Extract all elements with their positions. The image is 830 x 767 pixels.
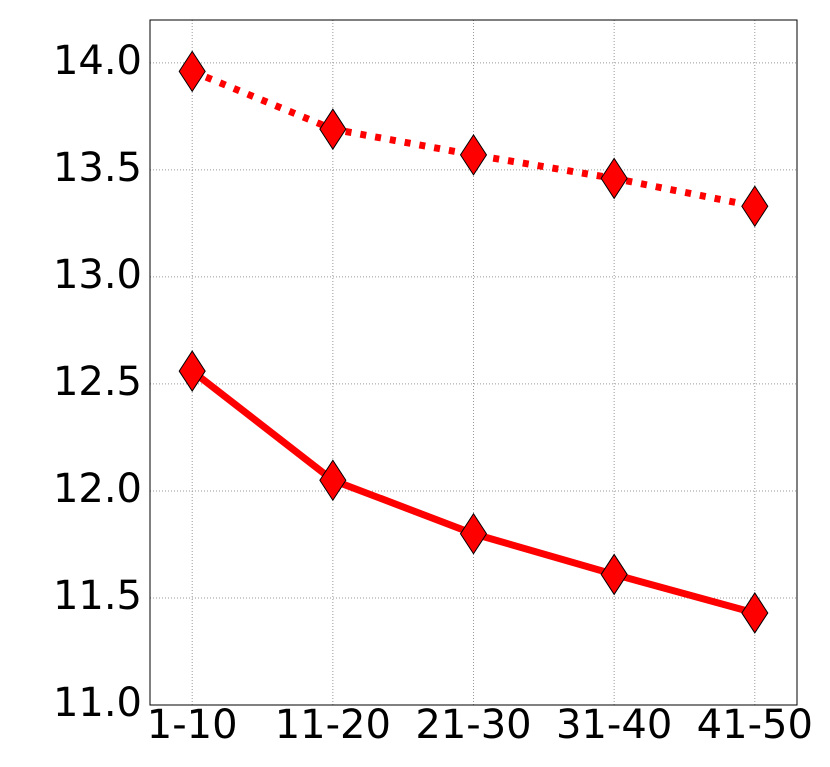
x-tick-label: 41-50: [697, 702, 813, 748]
marker-diamond: [459, 133, 488, 176]
marker-diamond: [741, 185, 769, 228]
x-tick-label: 31-40: [556, 702, 672, 748]
marker-diamond: [459, 512, 488, 555]
x-tick-label: 21-30: [415, 702, 531, 748]
marker-diamond: [178, 350, 206, 392]
marker-diamond: [319, 108, 347, 151]
x-tick-label: 1-10: [147, 702, 238, 748]
y-tick-label: 11.0: [53, 680, 142, 726]
marker-diamond: [600, 157, 628, 200]
plot-frame: [149, 19, 798, 706]
y-tick-label: 13.5: [53, 145, 142, 191]
marker-diamond: [600, 553, 628, 596]
y-tick-label: 14.0: [53, 38, 142, 84]
marker-diamond: [178, 50, 206, 93]
series-line: [190, 68, 756, 210]
marker-diamond: [741, 592, 769, 634]
marker-diamond: [319, 459, 347, 502]
y-tick-label: 12.5: [53, 359, 142, 405]
y-tick-label: 11.5: [53, 573, 142, 619]
y-tick-label: 12.0: [53, 466, 142, 512]
x-tick-label: 11-20: [275, 702, 391, 748]
y-tick-label: 13.0: [53, 252, 142, 298]
